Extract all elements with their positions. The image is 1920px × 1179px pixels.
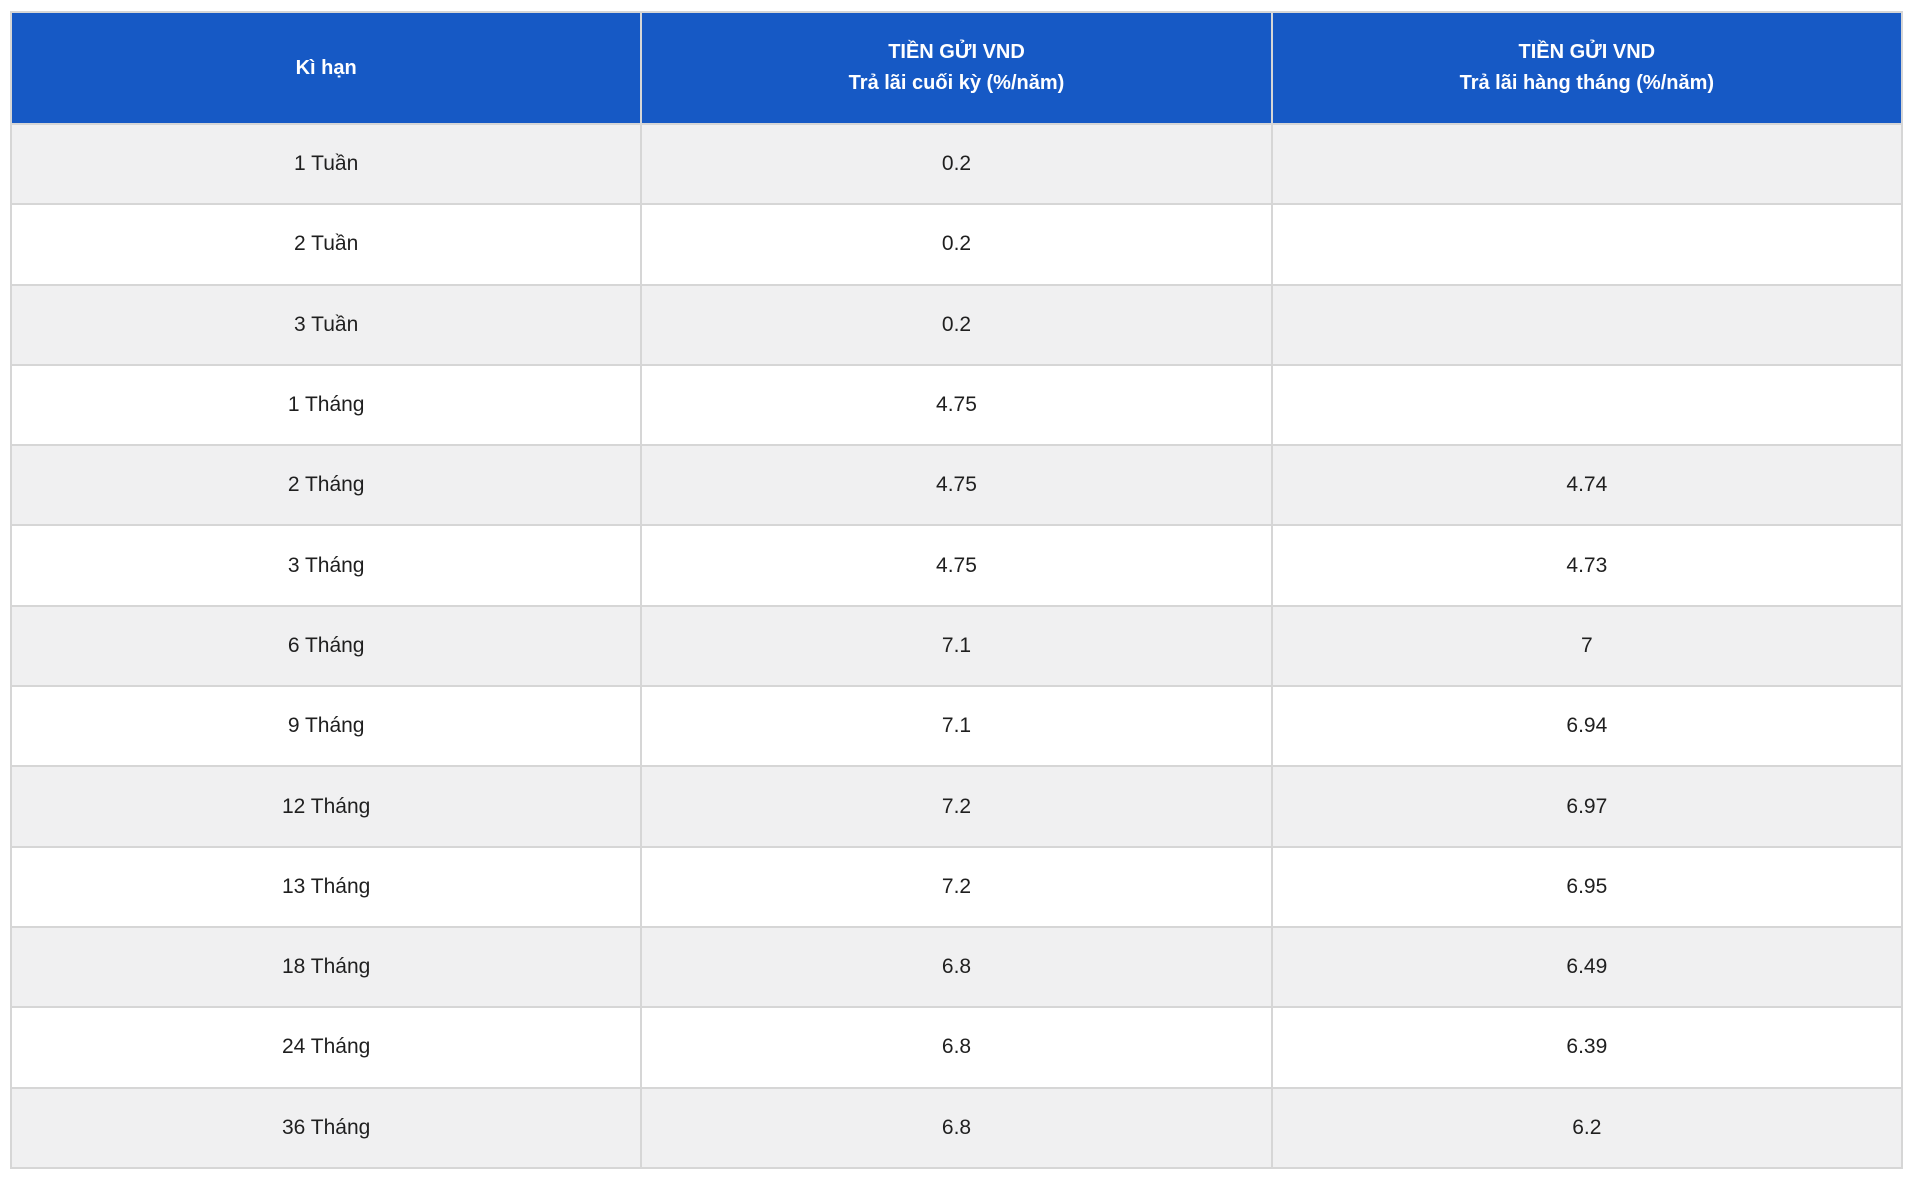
header-term-label: Kì hạn xyxy=(295,56,357,79)
end-of-term-rate-cell: 0.2 xyxy=(640,122,1273,206)
header-monthly: TIỀN GỬI VND Trả lãi hàng tháng (%/năm) xyxy=(1270,11,1904,125)
table-body: 1 Tuần 0.2 2 Tuần 0.2 3 Tuần 0.2 1 Tháng 4.75 2 … xyxy=(9,122,1904,1169)
monthly-rate-cell: 4.74 xyxy=(1270,444,1904,527)
table-row: 13 Tháng 7.2 6.95 xyxy=(9,845,1904,928)
monthly-rate-cell: 6.97 xyxy=(1270,765,1904,848)
monthly-rate-cell xyxy=(1270,283,1904,366)
term-cell: 1 Tuần xyxy=(9,122,643,206)
header-end-of-term-line1: TIỀN GỬI VND xyxy=(888,41,1025,63)
term-cell: 2 Tháng xyxy=(9,444,643,527)
table-row: 18 Tháng 6.8 6.49 xyxy=(9,925,1904,1009)
monthly-rate-cell: 6.49 xyxy=(1270,925,1904,1009)
table-row: 2 Tháng 4.75 4.74 xyxy=(9,444,1904,527)
term-cell: 18 Tháng xyxy=(9,925,643,1009)
end-of-term-rate-cell: 6.8 xyxy=(640,1086,1273,1169)
table-row: 36 Tháng 6.8 6.2 xyxy=(9,1086,1904,1169)
monthly-rate-cell: 6.95 xyxy=(1270,845,1904,928)
table-row: 12 Tháng 7.2 6.97 xyxy=(9,765,1904,848)
table-header-row: Kì hạn TIỀN GỬI VND Trả lãi cuối kỳ (%/n… xyxy=(9,11,1904,125)
table-row: 1 Tuần 0.2 xyxy=(9,122,1904,206)
end-of-term-rate-cell: 4.75 xyxy=(640,524,1273,607)
end-of-term-rate-cell: 6.8 xyxy=(640,1006,1273,1089)
table-row: 3 Tháng 4.75 4.73 xyxy=(9,524,1904,607)
end-of-term-rate-cell: 0.2 xyxy=(640,203,1273,286)
table-row: 9 Tháng 7.1 6.94 xyxy=(9,685,1904,768)
header-monthly-line1: TIỀN GỬI VND xyxy=(1518,41,1656,63)
table-row: 1 Tháng 4.75 xyxy=(9,363,1904,447)
term-cell: 6 Tháng xyxy=(9,604,643,688)
table-row: 2 Tuần 0.2 xyxy=(9,203,1904,286)
monthly-rate-cell: 6.94 xyxy=(1270,685,1904,768)
table-row: 6 Tháng 7.1 7 xyxy=(9,604,1904,688)
monthly-rate-cell: 4.73 xyxy=(1270,524,1904,607)
end-of-term-rate-cell: 7.1 xyxy=(640,685,1273,768)
term-cell: 13 Tháng xyxy=(9,845,643,928)
header-term: Kì hạn xyxy=(9,11,643,125)
monthly-rate-cell: 7 xyxy=(1270,604,1904,688)
monthly-rate-cell: 6.39 xyxy=(1270,1006,1904,1089)
monthly-rate-cell xyxy=(1270,203,1904,286)
table-header: Kì hạn TIỀN GỬI VND Trả lãi cuối kỳ (%/n… xyxy=(9,11,1904,125)
end-of-term-rate-cell: 7.1 xyxy=(640,604,1273,688)
table-row: 3 Tuần 0.2 xyxy=(9,283,1904,366)
end-of-term-rate-cell: 4.75 xyxy=(640,444,1273,527)
monthly-rate-cell xyxy=(1270,122,1904,206)
term-cell: 1 Tháng xyxy=(9,363,643,447)
term-cell: 2 Tuần xyxy=(9,203,643,286)
term-cell: 9 Tháng xyxy=(9,685,643,768)
deposit-rates-table: Kì hạn TIỀN GỬI VND Trả lãi cuối kỳ (%/n… xyxy=(9,11,1904,1169)
term-cell: 3 Tuần xyxy=(9,283,643,366)
monthly-rate-cell xyxy=(1270,363,1904,447)
monthly-rate-cell: 6.2 xyxy=(1270,1086,1904,1169)
term-cell: 24 Tháng xyxy=(9,1006,643,1089)
header-end-of-term: TIỀN GỬI VND Trả lãi cuối kỳ (%/năm) xyxy=(640,11,1273,125)
end-of-term-rate-cell: 7.2 xyxy=(640,845,1273,928)
term-cell: 3 Tháng xyxy=(9,524,643,607)
table-row: 24 Tháng 6.8 6.39 xyxy=(9,1006,1904,1089)
end-of-term-rate-cell: 6.8 xyxy=(640,925,1273,1009)
header-end-of-term-line2: Trả lãi cuối kỳ (%/năm) xyxy=(848,72,1065,94)
end-of-term-rate-cell: 7.2 xyxy=(640,765,1273,848)
term-cell: 12 Tháng xyxy=(9,765,643,848)
end-of-term-rate-cell: 0.2 xyxy=(640,283,1273,366)
deposit-rates-table-container: Kì hạn TIỀN GỬI VND Trả lãi cuối kỳ (%/n… xyxy=(9,11,1904,1169)
end-of-term-rate-cell: 4.75 xyxy=(640,363,1273,447)
header-monthly-line2: Trả lãi hàng tháng (%/năm) xyxy=(1459,72,1715,94)
term-cell: 36 Tháng xyxy=(9,1086,643,1169)
